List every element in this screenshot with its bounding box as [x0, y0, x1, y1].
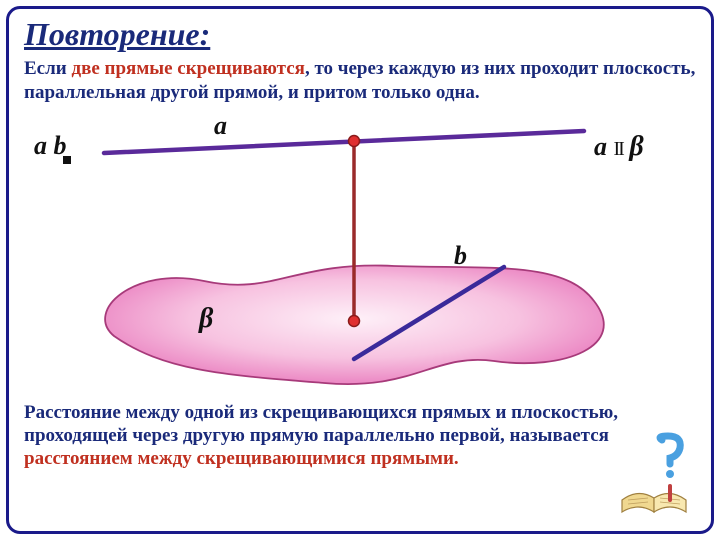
theorem-prefix: Если — [24, 58, 71, 79]
label-beta-plane: β — [199, 303, 213, 335]
definition-accent: расстоянием между скрещивающимися прямым… — [24, 448, 459, 469]
book-question-icon — [618, 430, 692, 516]
line-a — [104, 131, 584, 153]
label-a: a — [214, 111, 227, 141]
a-par-text: a — [594, 132, 607, 161]
geometry-figure: a b a a II β b β — [24, 111, 696, 401]
beta-small: β — [629, 131, 643, 162]
slide-content: Повторение: Если две прямые скрещиваются… — [6, 6, 714, 534]
slide-title: Повторение: — [24, 16, 696, 53]
parallel-symbol: II — [614, 138, 623, 160]
theorem-text: Если две прямые скрещиваются, то через к… — [24, 57, 696, 105]
definition-text: Расстояние между одной из скрещивающихся… — [24, 401, 644, 471]
definition-main: Расстояние между одной из скрещивающихся… — [24, 402, 618, 446]
corner-decoration — [618, 430, 692, 516]
point-bottom — [349, 315, 360, 326]
theorem-accent: две прямые скрещиваются — [71, 58, 304, 79]
skew-symbol — [58, 151, 78, 169]
label-b: b — [454, 241, 467, 271]
label-a-skew-b: a b — [34, 131, 67, 161]
label-a-parallel-beta: a II β — [594, 131, 644, 163]
point-top — [349, 135, 360, 146]
